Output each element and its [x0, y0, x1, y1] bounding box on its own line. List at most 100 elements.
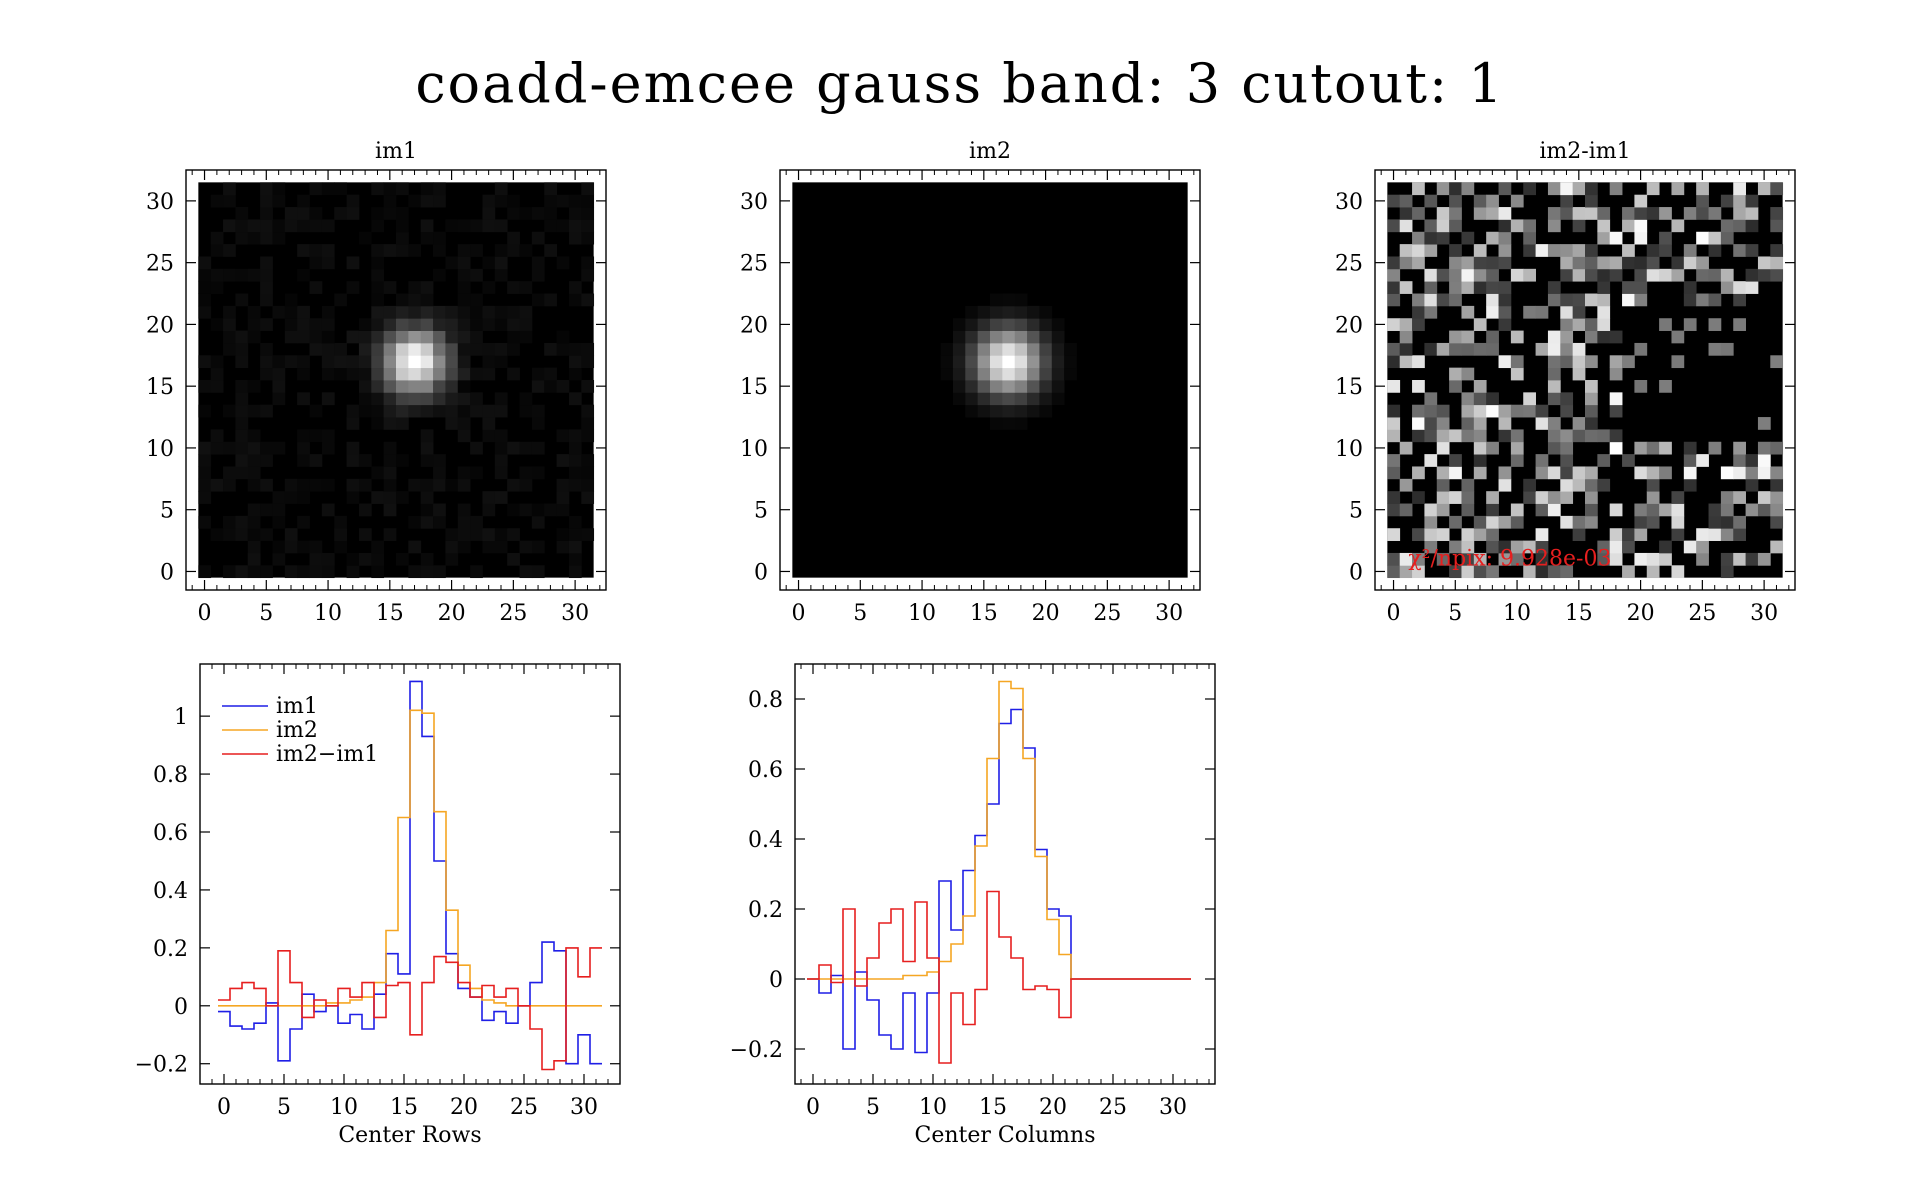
image-pixel	[1597, 478, 1611, 492]
image-pixel	[223, 194, 236, 208]
image-pixel	[556, 503, 570, 517]
image-pixel	[1560, 194, 1574, 208]
image-pixel	[1535, 305, 1549, 319]
image-pixel	[1498, 305, 1512, 319]
image-pixel	[247, 466, 261, 480]
image-pixel	[1424, 540, 1438, 554]
image-pixel	[1745, 478, 1759, 492]
image-pixel	[297, 565, 310, 579]
image-pixel	[371, 367, 385, 381]
image-pixel	[1671, 330, 1685, 344]
image-pixel	[1002, 305, 1016, 319]
image-pixel	[531, 441, 545, 455]
image-pixel	[965, 342, 979, 356]
image-pixel	[1634, 380, 1648, 393]
image-pixel	[457, 503, 471, 517]
image-pixel	[1498, 182, 1512, 196]
image-pixel	[519, 503, 533, 517]
image-pixel	[433, 268, 446, 282]
image-pixel	[334, 540, 347, 554]
image-pixel	[1510, 540, 1524, 554]
image-pixel	[247, 528, 261, 541]
image-pixel	[1671, 491, 1685, 504]
image-pixel	[1510, 503, 1524, 517]
image-pixel	[1622, 565, 1635, 579]
image-pixel	[1461, 367, 1475, 381]
image-pixel	[1547, 441, 1561, 455]
image-pixel	[1609, 182, 1623, 196]
image-pixel	[247, 454, 261, 467]
image-pixel	[1399, 342, 1413, 356]
profile-xtick-label: 15	[979, 1095, 1007, 1120]
image-pixel	[1424, 515, 1438, 529]
image-pixel	[1412, 182, 1425, 196]
image-pixel	[965, 404, 979, 418]
image-pixel	[396, 552, 409, 566]
image-pixel	[272, 380, 286, 393]
image-pixel	[371, 318, 385, 331]
image-pixel	[1399, 552, 1413, 566]
image-pixel	[1720, 565, 1734, 579]
image-pixel	[1424, 244, 1438, 257]
image-pixel	[1523, 219, 1536, 233]
image-pixel	[1683, 256, 1697, 270]
image-pixel	[1585, 380, 1598, 393]
image-pixel	[1523, 231, 1536, 245]
image-pixel	[1646, 466, 1660, 480]
image-pixel	[1683, 293, 1697, 307]
image-pixel	[260, 281, 273, 294]
image-pixel	[1560, 318, 1574, 331]
image-pixel	[420, 305, 434, 319]
image-pixel	[1733, 318, 1746, 331]
image-pixel	[568, 441, 582, 455]
image-pixel	[1473, 318, 1487, 331]
image-pixel	[198, 515, 212, 529]
image-pixel	[1412, 318, 1425, 331]
image-pixel	[1449, 293, 1462, 307]
image-pixel	[457, 528, 471, 541]
image-ytick-label: 25	[146, 252, 174, 277]
image-pixel	[198, 454, 212, 467]
image-pixel	[235, 528, 249, 541]
image-pixel	[1002, 318, 1016, 331]
image-pixel	[1412, 565, 1425, 579]
legend-label: im2−im1	[276, 742, 378, 767]
image-pixel	[260, 182, 273, 196]
image-pixel	[1436, 466, 1450, 480]
image-pixel	[494, 355, 508, 369]
image-pixel	[284, 355, 298, 369]
profile-ytick-label: 1	[174, 705, 188, 730]
image-pixel	[977, 342, 991, 356]
image-pixel	[1449, 466, 1462, 480]
image-pixel	[568, 342, 582, 356]
image-pixel	[1064, 342, 1077, 356]
image-pixel	[371, 417, 385, 430]
image-pixel	[1671, 565, 1685, 579]
image-pixel	[445, 318, 459, 331]
image-pixel	[408, 293, 422, 307]
image-pixel	[396, 231, 409, 245]
image-pixel	[358, 503, 372, 517]
image-pixel	[977, 380, 991, 393]
image-ytick-label: 30	[740, 190, 768, 215]
image-ytick-label: 25	[740, 252, 768, 277]
image-pixel	[1535, 528, 1549, 541]
image-pixel	[346, 565, 360, 579]
image-pixel	[433, 454, 446, 467]
image-pixel	[1622, 256, 1635, 270]
image-pixel	[445, 305, 459, 319]
image-pixel	[1449, 194, 1462, 208]
image-pixel	[371, 540, 385, 554]
image-xtick-label: 30	[1155, 601, 1183, 626]
image-pixel	[1424, 454, 1438, 467]
image-pixel	[1535, 491, 1549, 504]
image-pixel	[383, 244, 397, 257]
image-pixel	[1683, 244, 1697, 257]
image-pixel	[1547, 503, 1561, 517]
image-pixel	[433, 330, 446, 344]
image-pixel	[1399, 281, 1413, 294]
image-pixel	[1461, 330, 1475, 344]
image-pixel	[1585, 293, 1598, 307]
image-pixel	[507, 441, 520, 455]
image-pixel	[1585, 194, 1598, 208]
